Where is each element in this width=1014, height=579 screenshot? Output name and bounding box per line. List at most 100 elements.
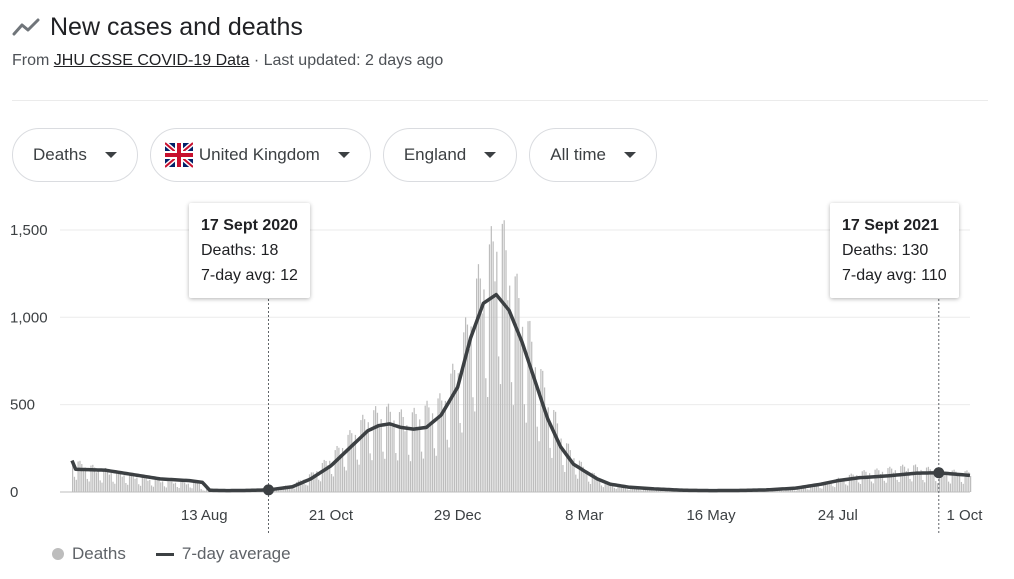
metric-dropdown[interactable]: Deaths [12,128,138,182]
deaths-bar [88,481,90,492]
deaths-bar [655,489,658,492]
deaths-bar [369,453,371,492]
deaths-bar [848,474,851,492]
deaths-bar [477,264,480,492]
deaths-bar [881,471,884,492]
source-prefix: From [12,52,50,69]
deaths-bar [571,459,573,492]
deaths-bar [846,485,849,492]
deaths-bar [428,407,430,492]
deaths-bar [121,476,123,492]
deaths-bar [799,487,801,492]
deaths-bar [437,398,439,492]
deaths-bar [542,370,544,492]
deaths-chart[interactable]: 0 500 1,000 1,500 13 Aug 21 Oct 29 Dec 8 Mar 16 … [0,195,1014,535]
deaths-bar [801,487,803,492]
deaths-bar [180,481,182,492]
deaths-bar [338,447,340,492]
deaths-bar [786,488,788,492]
deaths-bar [553,410,555,492]
x-tick-label: 16 May [686,507,736,524]
deaths-bar [857,482,860,492]
deaths-bar [294,488,296,492]
deaths-bar [299,480,301,492]
deaths-bar [900,466,902,492]
deaths-bar [832,486,834,492]
deaths-bar [874,469,876,492]
deaths-bar [586,472,588,492]
average-line-series [70,292,971,496]
deaths-bar [156,478,158,492]
deaths-bar [777,489,779,492]
deaths-bar [843,478,845,492]
deaths-bar [518,298,520,492]
deaths-bar [90,465,92,492]
deaths-bar [854,477,856,492]
chart-title: New cases and deaths [50,12,303,41]
deaths-bar [393,420,395,492]
deaths-bar [806,489,808,492]
deaths-bar [288,486,290,492]
deaths-bar [492,241,494,492]
deaths-bar [83,469,85,492]
deaths-bar [534,367,537,492]
x-tick-label: 29 Dec [434,507,482,524]
y-tick-label: 0 [10,484,18,501]
deaths-bar [933,471,935,492]
deaths-bar [834,487,836,492]
deaths-bar [666,491,669,492]
deaths-bar [365,430,368,492]
deaths-bar [459,422,461,492]
deaths-bar [905,471,907,492]
timerange-dropdown[interactable]: All time [529,128,657,182]
deaths-bar [413,407,415,492]
country-dropdown[interactable]: United Kingdom [149,128,371,182]
deaths-bar [479,278,481,492]
deaths-bar [149,479,151,492]
deaths-bar [169,480,171,492]
deaths-bar [441,400,443,492]
deaths-bar [947,481,950,492]
deaths-bar [957,475,959,492]
deaths-bar [127,484,129,492]
deaths-bar [154,478,156,492]
deaths-bar [641,490,643,492]
deaths-bar [565,443,568,492]
deaths-bar [630,487,632,492]
deaths-bar [529,320,531,492]
chevron-down-icon [104,152,117,158]
deaths-bar [178,487,180,492]
source-link[interactable]: JHU CSSE COVID-19 Data [53,52,250,69]
deaths-bar [128,473,131,492]
deaths-bar [953,469,955,492]
deaths-bar [319,481,322,492]
deaths-bar [200,489,202,492]
tooltip-deaths: Deaths: 18 [201,242,279,259]
deaths-bar [499,384,502,492]
deaths-bar [171,481,173,492]
deaths-bar [378,426,380,492]
deaths-bar [433,448,436,492]
deaths-bar [417,427,419,492]
deaths-bar [505,250,507,492]
deaths-bar [463,332,465,492]
deaths-bar [305,484,307,492]
deaths-bar [545,411,548,492]
deaths-bar [652,490,654,492]
deaths-bar [808,489,810,492]
deaths-bar [780,490,783,492]
deaths-bar [73,476,76,492]
deaths-bar [323,459,325,492]
deaths-bar [461,432,463,492]
deaths-bar [187,483,189,492]
deaths-bar [889,466,891,492]
tooltip-2021: 17 Sept 2021 Deaths: 130 7-day avg: 110 [830,203,959,298]
region-dropdown[interactable]: England [382,128,518,182]
deaths-bar [356,459,358,492]
deaths-bar [110,472,112,492]
deaths-bar [391,426,393,492]
deaths-bar [613,487,615,492]
deaths-bar [835,478,838,492]
deaths-bar [400,409,402,492]
chevron-down-icon [484,152,497,158]
